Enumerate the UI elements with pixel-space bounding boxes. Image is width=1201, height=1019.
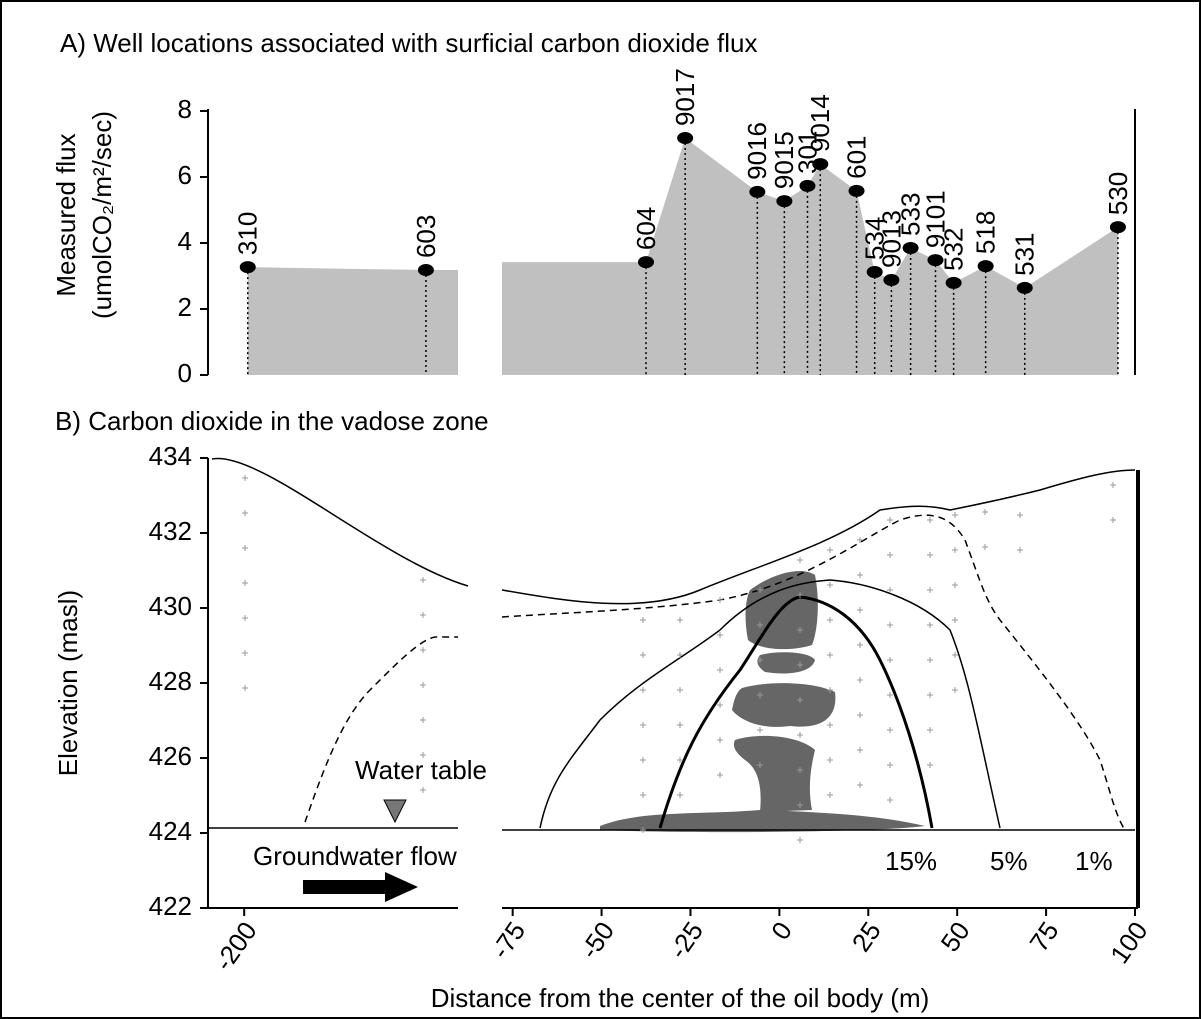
- y-tick-label: 430: [149, 591, 192, 621]
- well-label: 9017: [670, 68, 700, 126]
- well-label: 532: [939, 228, 969, 271]
- well-label: 9101: [920, 190, 950, 248]
- well-label: 531: [1010, 232, 1040, 275]
- y-tick-label: 426: [149, 741, 192, 771]
- y-axis-label: Measured flux: [51, 133, 81, 296]
- y-tick-label: 428: [149, 666, 192, 696]
- y-tick-label: 434: [149, 441, 192, 471]
- well-point: [848, 184, 865, 197]
- well-point: [945, 276, 962, 289]
- well-label: 9014: [805, 94, 835, 152]
- sample-points: [242, 475, 1116, 843]
- well-label: 604: [631, 207, 661, 250]
- x-tick-label: -25: [663, 916, 709, 964]
- panel-b-title: B) Carbon dioxide in the vadose zone: [55, 406, 489, 436]
- well-point: [417, 264, 434, 277]
- y-tick-label: 424: [149, 816, 192, 846]
- x-tick-label: 75: [1023, 916, 1064, 957]
- well-point: [749, 185, 766, 198]
- x-tick-label: -200: [208, 916, 262, 976]
- contour-label: 1%: [1075, 846, 1113, 876]
- well-point: [902, 241, 919, 254]
- contour-label: 5%: [990, 846, 1028, 876]
- well-point: [638, 256, 655, 269]
- area: [646, 138, 1118, 375]
- well-label: 9015: [769, 131, 799, 189]
- section-drawing: [208, 457, 1136, 902]
- well-point: [239, 261, 256, 274]
- area-extension: [502, 262, 647, 375]
- well-point: [677, 132, 694, 145]
- y-tick-label: 432: [149, 516, 192, 546]
- well-point: [977, 260, 994, 273]
- well-point: [927, 254, 944, 267]
- y-axis-label: (umolCO₂/m²/sec): [87, 111, 117, 319]
- well-point: [1016, 281, 1033, 294]
- contour-label: 15%: [885, 846, 937, 876]
- y-tick-label: 8: [178, 94, 192, 124]
- y-tick-label: 0: [178, 358, 192, 388]
- well-label: 530: [1103, 172, 1133, 215]
- annotation: Groundwater flow: [253, 841, 457, 871]
- well-point: [866, 266, 883, 279]
- x-tick-label: 50: [935, 916, 976, 957]
- well-label: 9013: [876, 210, 906, 268]
- well-label: 533: [895, 193, 925, 236]
- area: [247, 267, 426, 375]
- x-tick-label: 25: [846, 916, 887, 957]
- well-point: [1109, 221, 1126, 234]
- y-tick-label: 422: [149, 891, 192, 921]
- well-point: [799, 179, 816, 192]
- annotation: Water table: [355, 755, 487, 785]
- well-label: 518: [971, 211, 1001, 254]
- x-tick-label: -50: [574, 916, 620, 964]
- well-label: 601: [841, 135, 871, 178]
- well-point: [883, 273, 900, 286]
- x-tick-label: 100: [1104, 916, 1153, 969]
- well-label: 9016: [742, 122, 772, 180]
- well-label: 534: [860, 217, 890, 260]
- x-tick-label: -75: [485, 916, 531, 964]
- x-axis-label: Distance from the center of the oil body…: [431, 983, 930, 1013]
- well-label: 603: [411, 215, 441, 258]
- oil-body: [600, 570, 925, 833]
- well-label: 310: [233, 212, 263, 255]
- area-extension: [425, 270, 458, 375]
- y-tick-label: 6: [178, 160, 192, 190]
- x-tick-label: 0: [765, 916, 798, 945]
- y-tick-label: 4: [178, 226, 192, 256]
- well-point: [776, 195, 793, 208]
- well-point: [812, 158, 829, 171]
- y-tick-label: 2: [178, 292, 192, 322]
- panel-a-title: A) Well locations associated with surfic…: [60, 28, 758, 58]
- y-axis-label: Elevation (masl): [53, 590, 83, 776]
